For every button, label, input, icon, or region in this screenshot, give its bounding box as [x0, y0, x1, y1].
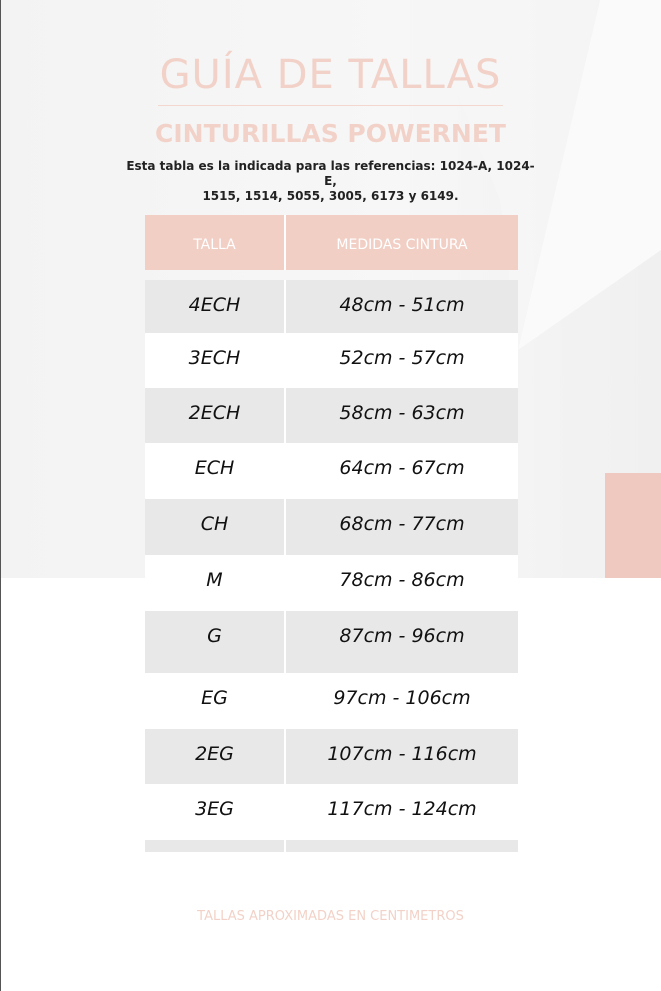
waist-cell: 78cm - 86cm: [339, 569, 465, 591]
table-row: G 87cm - 96cm: [145, 611, 518, 673]
size-cell: 4ECH: [145, 280, 286, 333]
header-size: TALLA: [145, 215, 286, 270]
description-line: 1515, 1514, 5055, 3005, 6173 y 6149.: [202, 189, 459, 203]
table-row: 2EG 107cm - 116cm: [145, 729, 518, 784]
title-divider: [158, 105, 503, 106]
waist-cell: 64cm - 67cm: [339, 457, 465, 479]
table-row: 3EG 117cm - 124cm: [145, 784, 518, 840]
waist-cell: 117cm - 124cm: [327, 798, 477, 820]
table-header: TALLA MEDIDAS CINTURA: [145, 215, 518, 270]
waist-cell: 58cm - 63cm: [339, 402, 465, 424]
table-row: EG 97cm - 106cm: [145, 673, 518, 729]
waist-cell: 107cm - 116cm: [327, 743, 477, 765]
decorative-pink-block: [605, 473, 661, 578]
size-cell: 2EG: [145, 729, 286, 784]
waist-cell: 68cm - 77cm: [339, 513, 465, 535]
table-row: 2ECH 58cm - 63cm: [145, 388, 518, 443]
size-cell: 3ECH: [145, 333, 286, 388]
table-row: CH 68cm - 77cm: [145, 499, 518, 555]
size-cell: EG: [145, 673, 286, 729]
table-row: 3ECH 52cm - 57cm: [145, 333, 518, 388]
size-cell: G: [145, 611, 286, 673]
background-diagonal-shape: [0, 0, 661, 578]
header-waist: MEDIDAS CINTURA: [336, 236, 468, 253]
waist-cell: 52cm - 57cm: [339, 347, 465, 369]
size-cell: 2ECH: [145, 388, 286, 443]
table-tail: [145, 840, 518, 852]
size-cell: CH: [145, 499, 286, 555]
page-subtitle: CINTURILLAS POWERNET: [155, 119, 506, 148]
waist-cell: 87cm - 96cm: [339, 625, 465, 647]
footer-note: TALLAS APROXIMADAS EN CENTIMETROS: [197, 909, 464, 924]
waist-cell: 48cm - 51cm: [339, 294, 465, 316]
table-row: 4ECH 48cm - 51cm: [145, 280, 518, 333]
table-row: M 78cm - 86cm: [145, 555, 518, 611]
size-cell: ECH: [145, 443, 286, 499]
page-title: GUÍA DE TALLAS: [159, 52, 502, 98]
size-table: TALLA MEDIDAS CINTURA 4ECH 48cm - 51cm 3EC…: [145, 215, 518, 852]
waist-cell: 97cm - 106cm: [333, 687, 471, 709]
size-cell: 3EG: [145, 784, 286, 840]
table-row: ECH 64cm - 67cm: [145, 443, 518, 499]
description: Esta tabla es la indicada para las refer…: [120, 159, 541, 204]
left-edge-line: [0, 0, 1, 991]
size-cell: M: [145, 555, 286, 611]
description-line: Esta tabla es la indicada para las refer…: [126, 159, 535, 188]
